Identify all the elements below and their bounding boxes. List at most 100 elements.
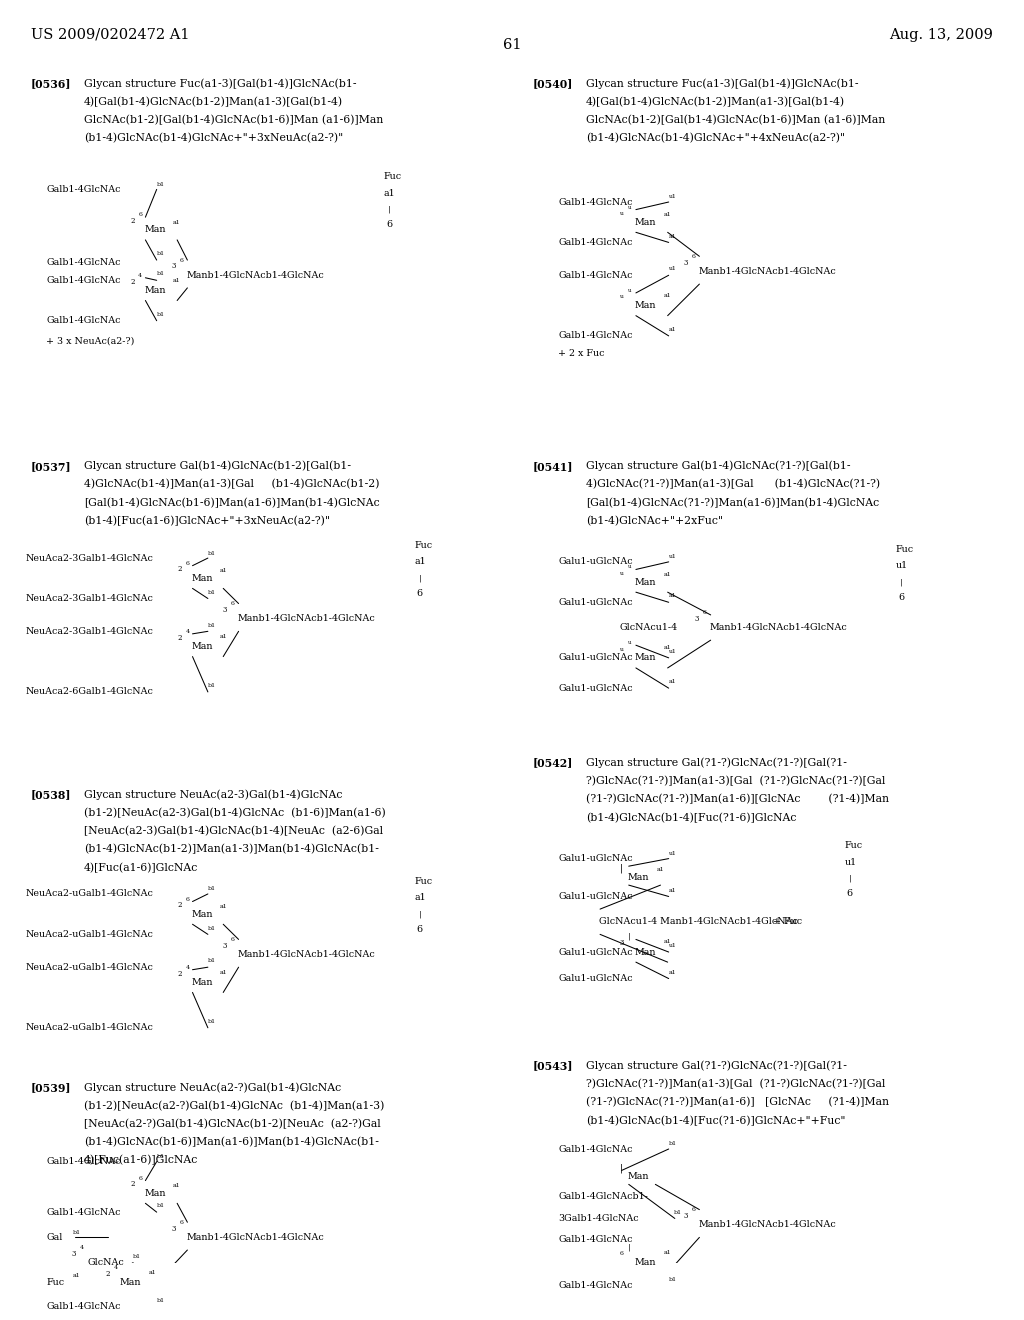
Text: Man: Man [628,873,649,882]
Text: GlcNAcu1-4 Manb1-4GlcNAcb1-4GlcNAc: GlcNAcu1-4 Manb1-4GlcNAcb1-4GlcNAc [599,917,798,927]
Text: 6: 6 [620,1251,624,1257]
Text: a1: a1 [664,213,672,218]
Text: GlcNAc(b1-2)[Gal(b1-4)GlcNAc(b1-6)]Man (a1-6)]Man: GlcNAc(b1-2)[Gal(b1-4)GlcNAc(b1-6)]Man (… [84,115,383,125]
Text: [0541]: [0541] [532,461,573,471]
Text: 6: 6 [417,925,423,933]
Text: NeuAca2-uGalb1-4GlcNAc: NeuAca2-uGalb1-4GlcNAc [26,962,154,972]
Text: GlcNAc(b1-2)[Gal(b1-4)GlcNAc(b1-6)]Man (a1-6)]Man: GlcNAc(b1-2)[Gal(b1-4)GlcNAc(b1-6)]Man (… [586,115,885,125]
Text: a1: a1 [669,327,677,333]
Text: u: u [628,640,631,645]
Text: Man: Man [635,218,656,227]
Text: Fuc: Fuc [845,841,863,850]
Text: 61: 61 [503,38,521,51]
Text: 4: 4 [114,1265,118,1270]
Text: a1: a1 [220,904,228,909]
Text: b1: b1 [669,1276,677,1282]
Text: + 2 x Fuc: + 2 x Fuc [558,348,604,358]
Text: ?)GlcNAc(?1-?)]Man(a1-3)[Gal  (?1-?)GlcNAc(?1-?)[Gal: ?)GlcNAc(?1-?)]Man(a1-3)[Gal (?1-?)GlcNA… [586,1078,885,1089]
Text: 2: 2 [177,634,181,642]
Text: 3: 3 [620,940,624,948]
Text: NeuAca2-uGalb1-4GlcNAc: NeuAca2-uGalb1-4GlcNAc [26,929,154,939]
Text: a1: a1 [220,568,228,573]
Text: a1: a1 [656,867,665,873]
Text: (b1-4)GlcNAc(b1-4)GlcNAc+"+4xNeuAc(a2-?)": (b1-4)GlcNAc(b1-4)GlcNAc+"+4xNeuAc(a2-?)… [586,133,845,144]
Text: 3: 3 [222,941,226,949]
Text: |: | [388,206,391,214]
Text: u1: u1 [669,851,677,857]
Text: 6: 6 [138,213,142,218]
Text: a1: a1 [669,594,677,598]
Text: Man: Man [191,909,213,919]
Text: b1: b1 [157,272,165,276]
Text: NeuAca2-uGalb1-4GlcNAc: NeuAca2-uGalb1-4GlcNAc [26,890,154,899]
Text: u: u [620,570,624,576]
Text: GlcNAcu1-4: GlcNAcu1-4 [620,623,678,632]
Text: 6: 6 [691,253,695,259]
Text: Galb1-4GlcNAc: Galb1-4GlcNAc [558,331,633,341]
Text: 4: 4 [80,1245,84,1250]
Text: Galb1-4GlcNAc: Galb1-4GlcNAc [558,271,633,280]
Text: 6: 6 [702,610,707,615]
Text: Manb1-4GlcNAcb1-4GlcNAc: Manb1-4GlcNAcb1-4GlcNAc [710,623,848,632]
Text: |: | [620,1163,623,1172]
Text: a1: a1 [664,1250,672,1255]
Text: a1: a1 [148,1270,157,1275]
Text: b1: b1 [157,182,165,187]
Text: b1: b1 [157,1154,165,1159]
Text: Manb1-4GlcNAcb1-4GlcNAc: Manb1-4GlcNAcb1-4GlcNAc [698,267,837,276]
Text: u1: u1 [845,858,857,867]
Text: |: | [419,911,422,919]
Text: 6: 6 [179,257,183,263]
Text: Galu1-uGlcNAc: Galu1-uGlcNAc [558,684,633,693]
Text: u1: u1 [669,944,677,948]
Text: 3: 3 [683,259,687,267]
Text: [0538]: [0538] [31,789,72,800]
Text: Gal: Gal [46,1233,62,1242]
Text: Glycan structure Gal(b1-4)GlcNAc(?1-?)[Gal(b1-: Glycan structure Gal(b1-4)GlcNAc(?1-?)[G… [586,461,850,471]
Text: Galu1-uGlcNAc: Galu1-uGlcNAc [558,974,633,983]
Text: NeuAca2-6Galb1-4GlcNAc: NeuAca2-6Galb1-4GlcNAc [26,688,154,697]
Text: (?1-?)GlcNAc(?1-?)]Man(a1-6)]   [GlcNAc     (?1-4)]Man: (?1-?)GlcNAc(?1-?)]Man(a1-6)] [GlcNAc (?… [586,1097,889,1107]
Text: [0540]: [0540] [532,78,572,90]
Text: a1: a1 [664,572,672,577]
Text: [0543]: [0543] [532,1061,573,1072]
Text: 2: 2 [177,969,181,978]
Text: u1: u1 [669,649,677,653]
Text: a1: a1 [669,234,677,239]
Text: (b1-4)GlcNAc(b1-2)]Man(a1-3)]Man(b1-4)GlcNAc(b1-: (b1-4)GlcNAc(b1-2)]Man(a1-3)]Man(b1-4)Gl… [84,843,379,854]
Text: b1: b1 [208,590,216,595]
Text: u1: u1 [669,267,677,272]
Text: Manb1-4GlcNAcb1-4GlcNAc: Manb1-4GlcNAcb1-4GlcNAc [186,271,325,280]
Text: 6: 6 [386,220,392,230]
Text: b1: b1 [208,887,216,891]
Text: Manb1-4GlcNAcb1-4GlcNAc: Manb1-4GlcNAcb1-4GlcNAc [238,950,376,960]
Text: Galu1-uGlcNAc: Galu1-uGlcNAc [558,948,633,957]
Text: b1: b1 [674,1209,682,1214]
Text: 3: 3 [72,1250,76,1258]
Text: 4)GlcNAc(b1-4)]Man(a1-3)[Gal     (b1-4)GlcNAc(b1-2): 4)GlcNAc(b1-4)]Man(a1-3)[Gal (b1-4)GlcNA… [84,479,380,490]
Text: Galu1-uGlcNAc: Galu1-uGlcNAc [558,557,633,566]
Text: u: u [628,205,631,210]
Text: Man: Man [191,642,213,651]
Text: (b1-4)GlcNAc(b1-4)GlcNAc+"+3xNeuAc(a2-?)": (b1-4)GlcNAc(b1-4)GlcNAc+"+3xNeuAc(a2-?)… [84,133,343,144]
Text: 2: 2 [130,1180,134,1188]
Text: Man: Man [144,286,166,294]
Text: Galb1-4GlcNAc: Galb1-4GlcNAc [46,185,121,194]
Text: Glycan structure Gal(?1-?)GlcNAc(?1-?)[Gal(?1-: Glycan structure Gal(?1-?)GlcNAc(?1-?)[G… [586,758,847,768]
Text: b1: b1 [157,1298,165,1303]
Text: 4: 4 [185,628,189,634]
Text: 6: 6 [898,593,904,602]
Text: a1: a1 [173,1183,181,1188]
Text: 4)GlcNAc(?1-?)]Man(a1-3)[Gal      (b1-4)GlcNAc(?1-?): 4)GlcNAc(?1-?)]Man(a1-3)[Gal (b1-4)GlcNA… [586,479,880,490]
Text: Man: Man [144,1189,166,1197]
Text: 6: 6 [185,896,189,902]
Text: Fuc: Fuc [896,545,914,554]
Text: |: | [419,574,422,582]
Text: u: u [620,647,624,652]
Text: b1: b1 [157,251,165,256]
Text: b1: b1 [157,1204,165,1208]
Text: Galb1-4GlcNAc: Galb1-4GlcNAc [558,1280,633,1290]
Text: b1: b1 [208,623,216,627]
Text: b1: b1 [208,925,216,931]
Text: (b1-2)[NeuAc(a2-3)Gal(b1-4)GlcNAc  (b1-6)]Man(a1-6): (b1-2)[NeuAc(a2-3)Gal(b1-4)GlcNAc (b1-6)… [84,808,386,818]
